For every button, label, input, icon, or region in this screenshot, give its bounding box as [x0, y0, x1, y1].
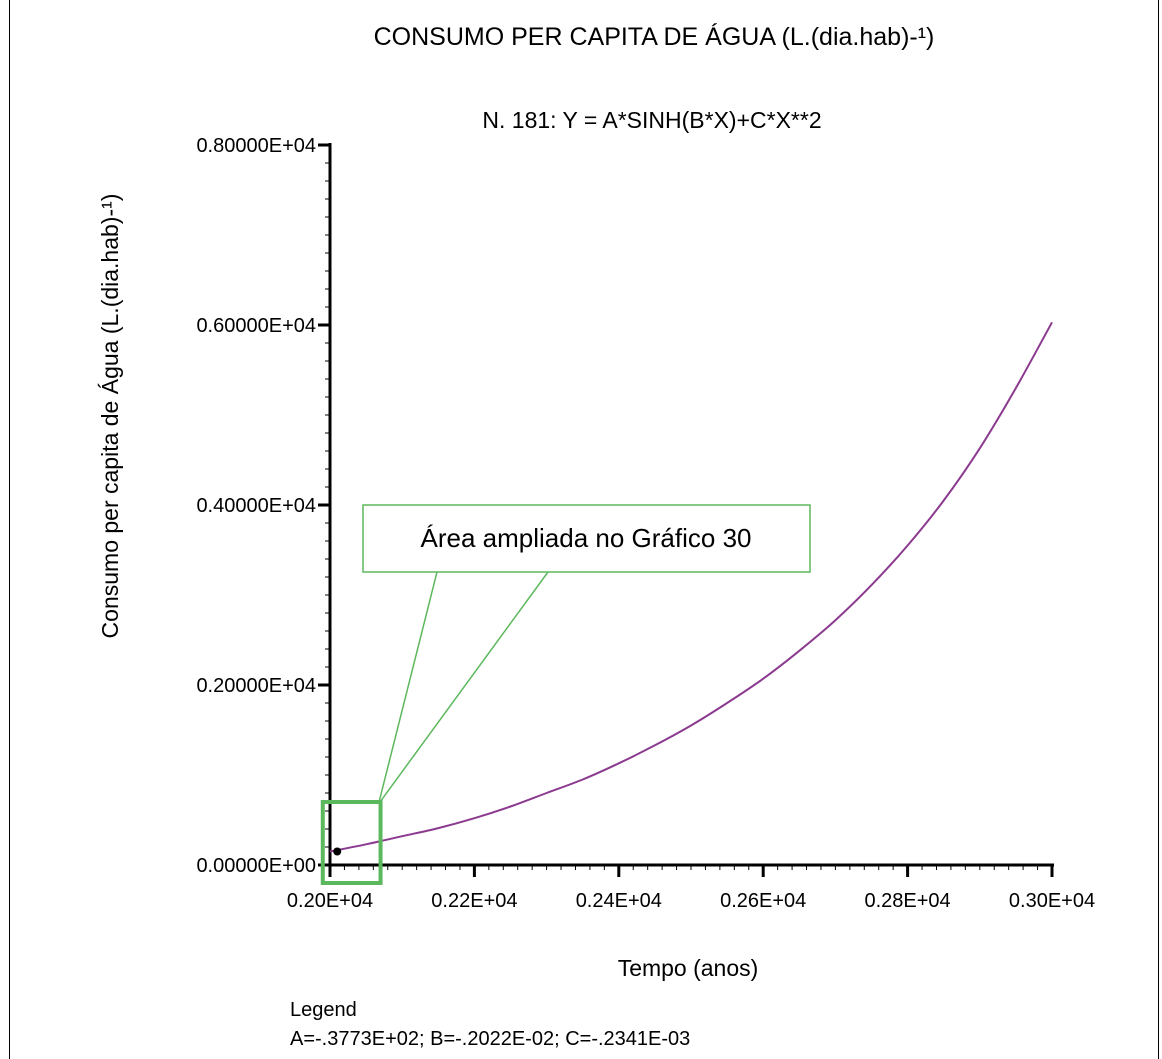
callout-text: Área ampliada no Gráfico 30 — [421, 523, 752, 553]
x-tick-label: 0.28E+04 — [864, 890, 950, 912]
zoom-annotation: Área ampliada no Gráfico 30 — [320, 504, 811, 885]
legend-title: Legend — [290, 999, 357, 1021]
zoom-box — [320, 800, 383, 885]
x-tick-label: 0.24E+04 — [576, 890, 662, 912]
y-tick-label: 0.20000E+04 — [196, 675, 316, 697]
y-tick-labels: 0.00000E+00 0.20000E+04 0.40000E+04 0.60000… — [196, 135, 316, 877]
x-tick-label: 0.30E+04 — [1009, 890, 1095, 912]
x-tick-label: 0.26E+04 — [720, 890, 806, 912]
y-tick-label: 0.80000E+04 — [196, 135, 316, 157]
x-tick-labels: 0.20E+04 0.22E+04 0.24E+04 0.26E+04 0.28E+04… — [287, 890, 1095, 912]
y-tick-label: 0.00000E+00 — [196, 855, 316, 877]
x-tick-label: 0.20E+04 — [287, 890, 373, 912]
x-tick-label: 0.22E+04 — [431, 890, 517, 912]
chart-frame — [9, 0, 1159, 1059]
series-line — [329, 321, 1053, 853]
y-tick-label: 0.40000E+04 — [196, 495, 316, 517]
x-axis-label: Tempo (anos) — [618, 955, 759, 981]
callout-box — [362, 504, 811, 573]
chart-title: CONSUMO PER CAPITA DE ÁGUA (L.(dia.hab)-… — [374, 22, 935, 51]
data-point — [333, 847, 342, 856]
callout-line — [377, 571, 549, 805]
y-axis-label: Consumo per capita de Água (L.(dia.hab)-… — [97, 194, 123, 639]
callout-line — [377, 571, 438, 805]
legend-text: A=-.3773E+02; B=-.2022E-02; C=-.2341E-03 — [290, 1028, 690, 1050]
chart-subtitle: N. 181: Y = A*SINH(B*X)+C*X**2 — [482, 107, 821, 133]
y-tick-label: 0.60000E+04 — [196, 315, 316, 337]
